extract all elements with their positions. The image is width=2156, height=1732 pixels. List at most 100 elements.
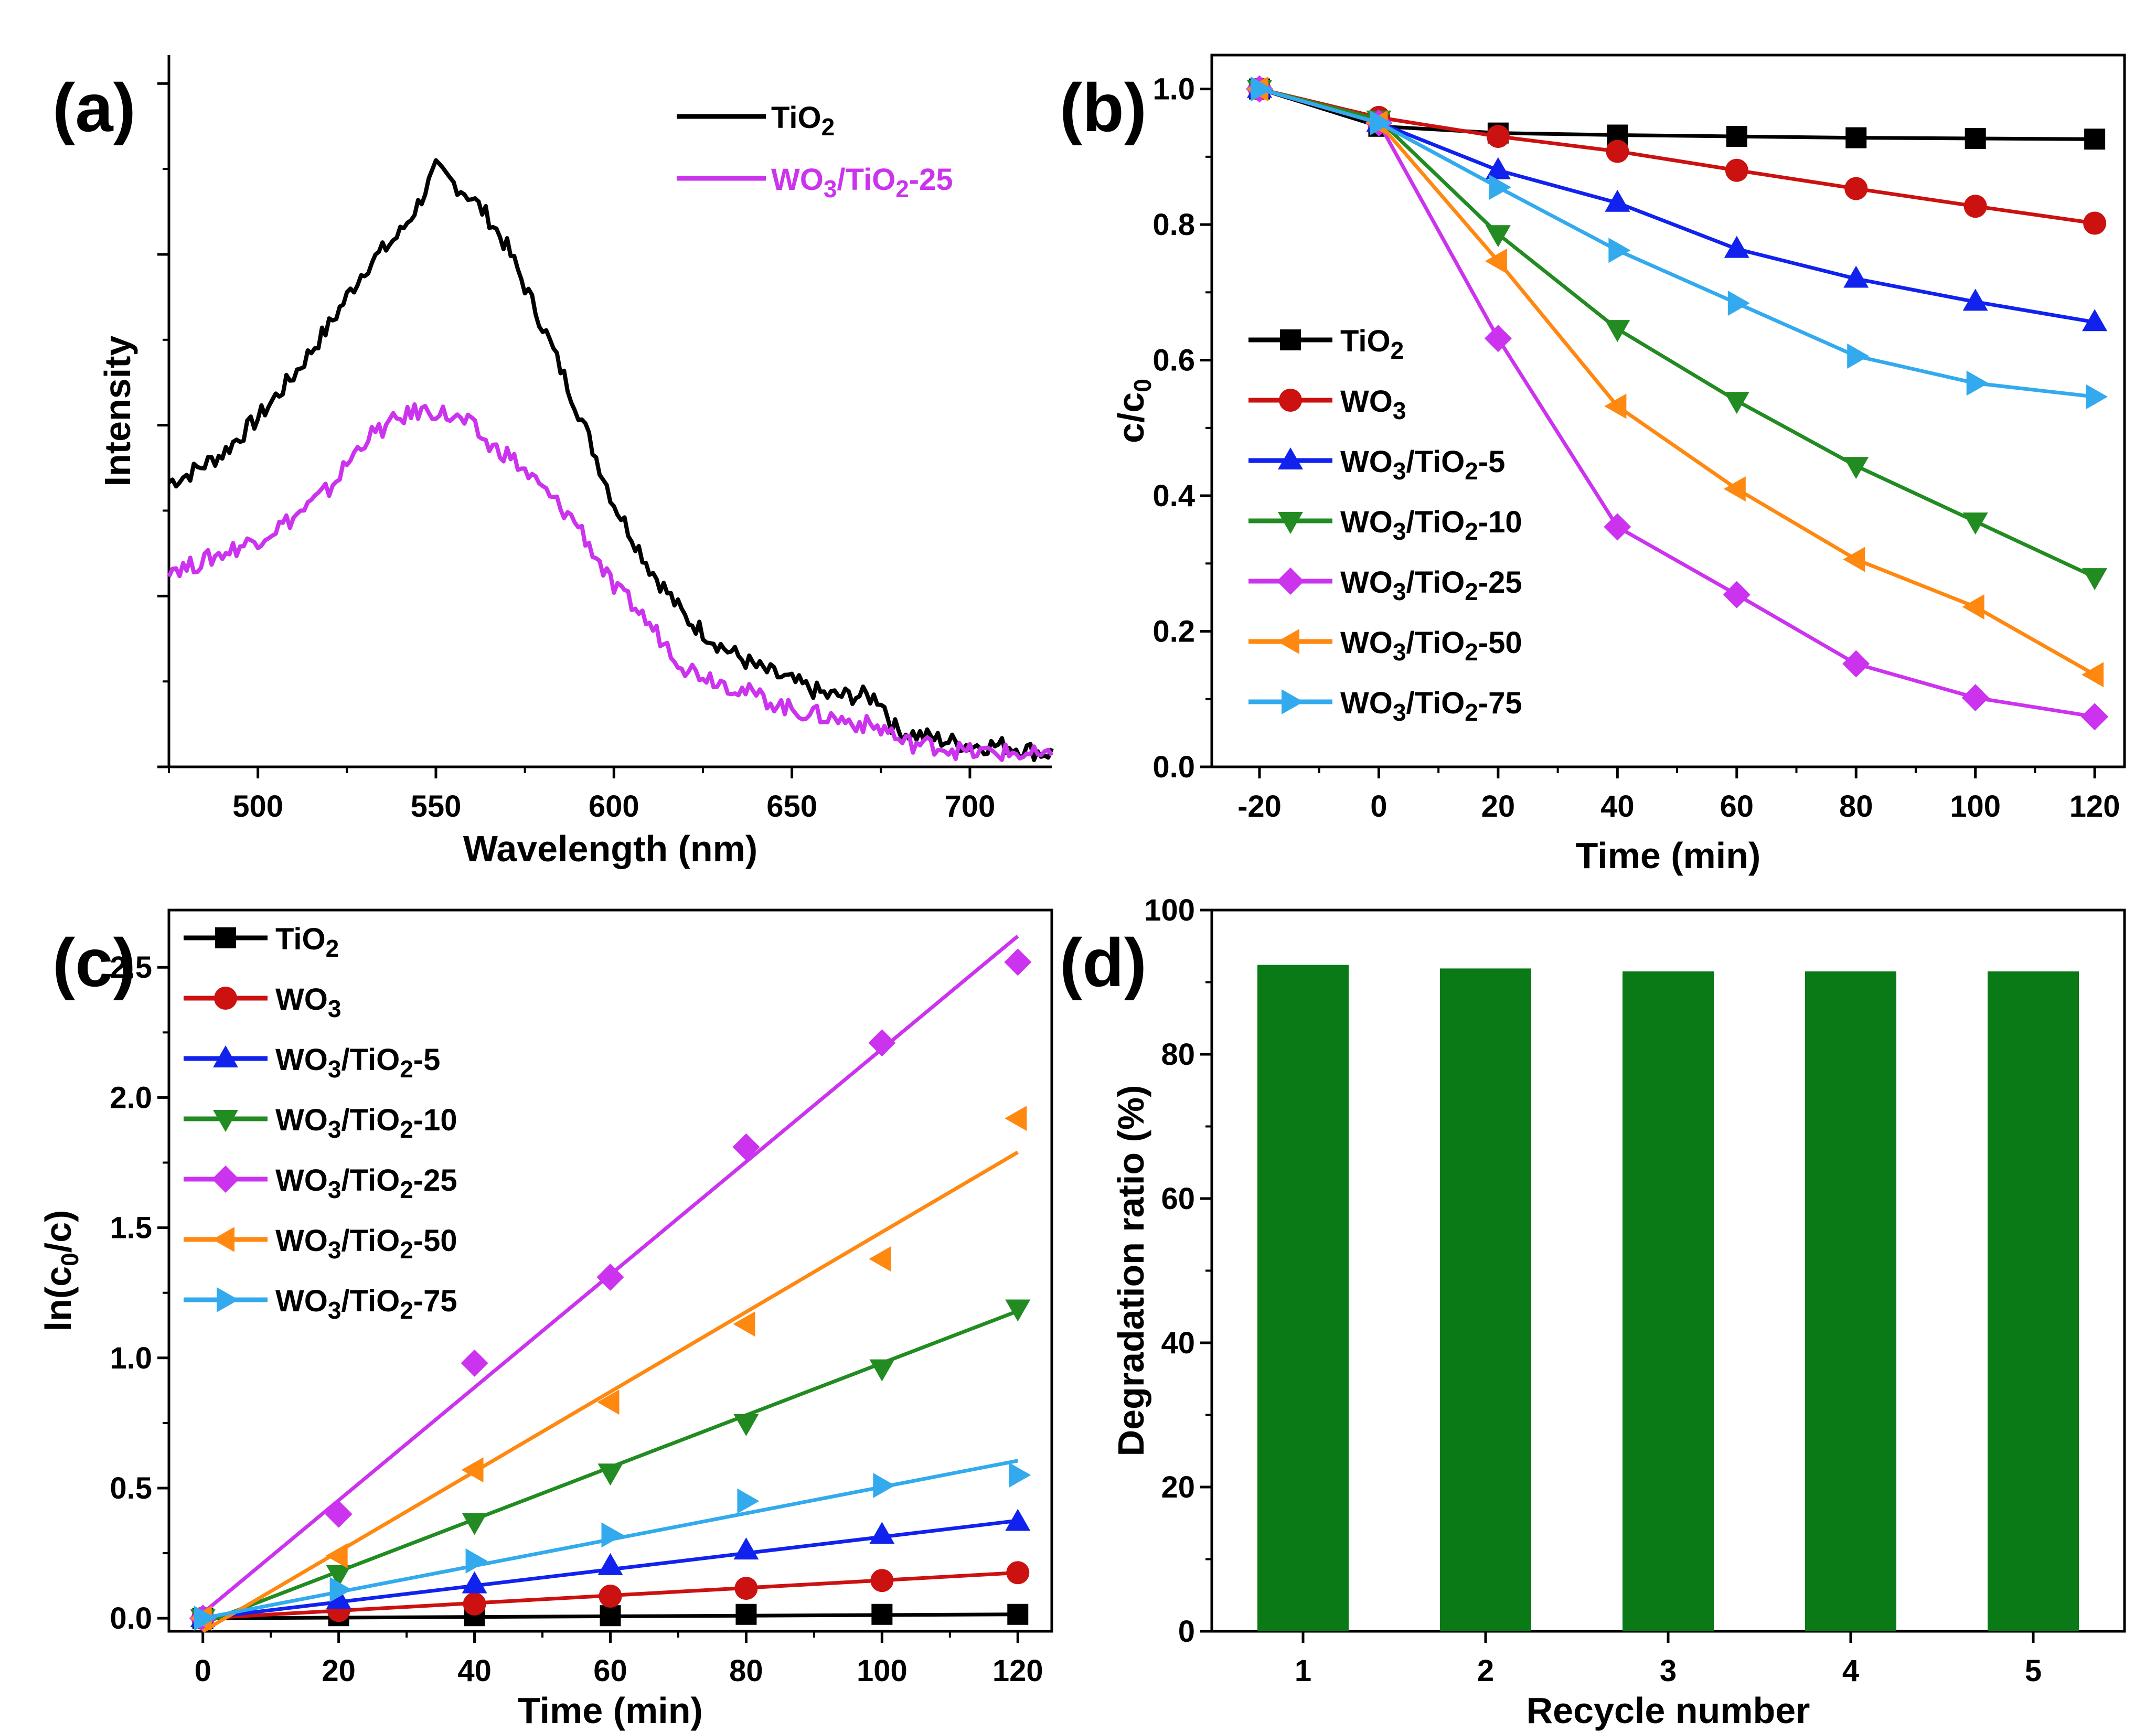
- bar-2: [1440, 968, 1531, 1631]
- x-tick-label: 3: [1660, 1654, 1677, 1688]
- y-tick-label: 20: [1161, 1470, 1195, 1504]
- x-tick-label: 2: [1477, 1654, 1494, 1688]
- data-point-wo3-tio2-25: [325, 1500, 353, 1528]
- data-point-wo3-tio2-75: [1847, 343, 1870, 369]
- data-point-wo3: [1486, 125, 1510, 148]
- x-tick-label: 60: [593, 1654, 627, 1688]
- y-axis-label: ln(c0/c): [38, 1210, 83, 1332]
- y-tick-label: 0.6: [1152, 344, 1195, 378]
- y-tick-label: 40: [1161, 1326, 1195, 1360]
- data-point-wo3-tio2-75: [465, 1548, 488, 1574]
- data-point-tio2: [1607, 124, 1628, 146]
- legend-entry: TiO2: [275, 922, 339, 962]
- data-point-wo3-tio2-5: [1843, 265, 1869, 288]
- data-point-wo3: [1725, 158, 1748, 182]
- x-axis-label: Wavelength (nm): [463, 828, 757, 869]
- data-point-wo3-tio2-50: [325, 1543, 348, 1569]
- panel-label: (b): [1060, 69, 1147, 146]
- x-tick-label: -20: [1237, 789, 1282, 824]
- data-point-wo3-tio2-10: [869, 1359, 895, 1382]
- legend-marker: [1278, 512, 1303, 534]
- x-tick-label: 120: [2069, 789, 2120, 824]
- data-point-wo3-tio2-50: [1005, 1106, 1027, 1131]
- data-point-wo3-tio2-5: [2082, 309, 2108, 332]
- legend-marker: [215, 927, 236, 948]
- y-tick-label: 1.5: [110, 1211, 152, 1245]
- x-tick-label: 80: [1839, 789, 1873, 824]
- x-tick-label: 600: [589, 789, 639, 824]
- legend-entry: WO3/TiO2-50: [1340, 626, 1522, 666]
- x-tick-label: 100: [857, 1654, 908, 1688]
- data-point-wo3-tio2-50: [2082, 662, 2104, 688]
- data-point-wo3-tio2-5: [1485, 157, 1511, 179]
- bar-4: [1805, 971, 1896, 1631]
- y-tick-label: 0: [1178, 1615, 1195, 1649]
- data-point-wo3-tio2-10: [2082, 568, 2108, 591]
- data-point-wo3-tio2-50: [461, 1457, 484, 1483]
- data-point-wo3: [463, 1592, 486, 1616]
- data-point-wo3: [1844, 177, 1868, 200]
- x-axis-label: Time (min): [1576, 835, 1761, 876]
- legend-entry: WO3/TiO2-25: [1340, 565, 1522, 605]
- series-line-tio2: [167, 158, 1054, 762]
- data-point-wo3-tio2-5: [326, 1587, 351, 1609]
- y-tick-label: 80: [1161, 1038, 1195, 1072]
- data-point-wo3: [734, 1577, 758, 1600]
- y-tick-label: 0.0: [110, 1601, 152, 1635]
- x-tick-label: 40: [457, 1654, 492, 1688]
- data-point-wo3-tio2-10: [733, 1414, 759, 1436]
- y-tick-label: 60: [1161, 1182, 1195, 1216]
- legend-marker: [1279, 389, 1302, 412]
- legend-marker: [217, 1287, 239, 1312]
- y-tick-label: 0.8: [1152, 208, 1195, 242]
- data-point-wo3-tio2-25: [1604, 513, 1631, 541]
- legend-marker: [213, 1045, 238, 1067]
- data-point-wo3-tio2-50: [1962, 594, 1984, 619]
- data-point-wo3-tio2-10: [1605, 320, 1630, 343]
- y-tick-label: 1.0: [110, 1341, 152, 1375]
- legend-marker: [1278, 447, 1303, 469]
- data-point-tio2: [1726, 126, 1747, 147]
- data-point-wo3-tio2-25: [1961, 684, 1989, 712]
- series-line-tio2: [1258, 87, 2095, 141]
- legend-entry: TiO2: [771, 101, 835, 141]
- data-point-wo3-tio2-10: [1005, 1299, 1031, 1322]
- legend-marker: [213, 1110, 238, 1132]
- x-tick-label: 60: [1720, 789, 1754, 824]
- series-line-wo3-tio2-5: [1259, 87, 2095, 324]
- legend-entry: WO3/TiO2-5: [1340, 445, 1505, 485]
- data-point-wo3-tio2-25: [1004, 948, 1032, 976]
- data-point-wo3-tio2-50: [869, 1246, 891, 1272]
- data-point-tio2: [871, 1603, 893, 1625]
- x-tick-label: 0: [195, 1654, 211, 1688]
- legend-entry: WO3/TiO2-5: [275, 1043, 440, 1083]
- data-point-wo3-tio2-75: [1966, 370, 1989, 396]
- data-point-wo3-tio2-25: [1723, 581, 1751, 608]
- data-point-wo3-tio2-75: [1009, 1462, 1031, 1488]
- y-tick-label: 0.0: [1152, 750, 1195, 784]
- data-point-wo3-tio2-50: [1604, 393, 1627, 419]
- y-axis-label: Intensity: [97, 336, 138, 487]
- plot-frame: [1210, 54, 2126, 768]
- data-point-wo3: [1606, 140, 1629, 163]
- legend-entry: WO3/TiO2-25: [771, 163, 953, 202]
- data-point-wo3-tio2-5: [1005, 1509, 1031, 1531]
- panel-c: 0 20 40 60 80 100 120 0.0 0.5 1.0 1.5 2.0 2.5 Time (m…: [38, 908, 1053, 1731]
- x-tick-label: 700: [945, 789, 996, 824]
- x-tick-label: 4: [1842, 1654, 1859, 1688]
- series-line-wo3-tio2-75: [1259, 87, 2095, 399]
- data-point-wo3-tio2-75: [2086, 384, 2108, 410]
- data-point-tio2: [2084, 129, 2106, 150]
- data-point-wo3-tio2-10: [1843, 457, 1869, 479]
- legend-entry: WO3/TiO2-10: [275, 1103, 457, 1143]
- series-line-wo3: [1259, 87, 2095, 225]
- x-tick-label: 500: [232, 789, 283, 824]
- data-point-wo3-tio2-10: [1485, 225, 1511, 248]
- legend-entry: TiO2: [1340, 324, 1404, 364]
- series-line-wo3-tio2-50: [1259, 87, 2096, 677]
- data-point-wo3-tio2-5: [462, 1571, 487, 1594]
- y-axis-label: c/c0: [1111, 379, 1156, 443]
- data-point-wo3-tio2-75: [1727, 291, 1750, 316]
- data-point-wo3: [599, 1584, 622, 1608]
